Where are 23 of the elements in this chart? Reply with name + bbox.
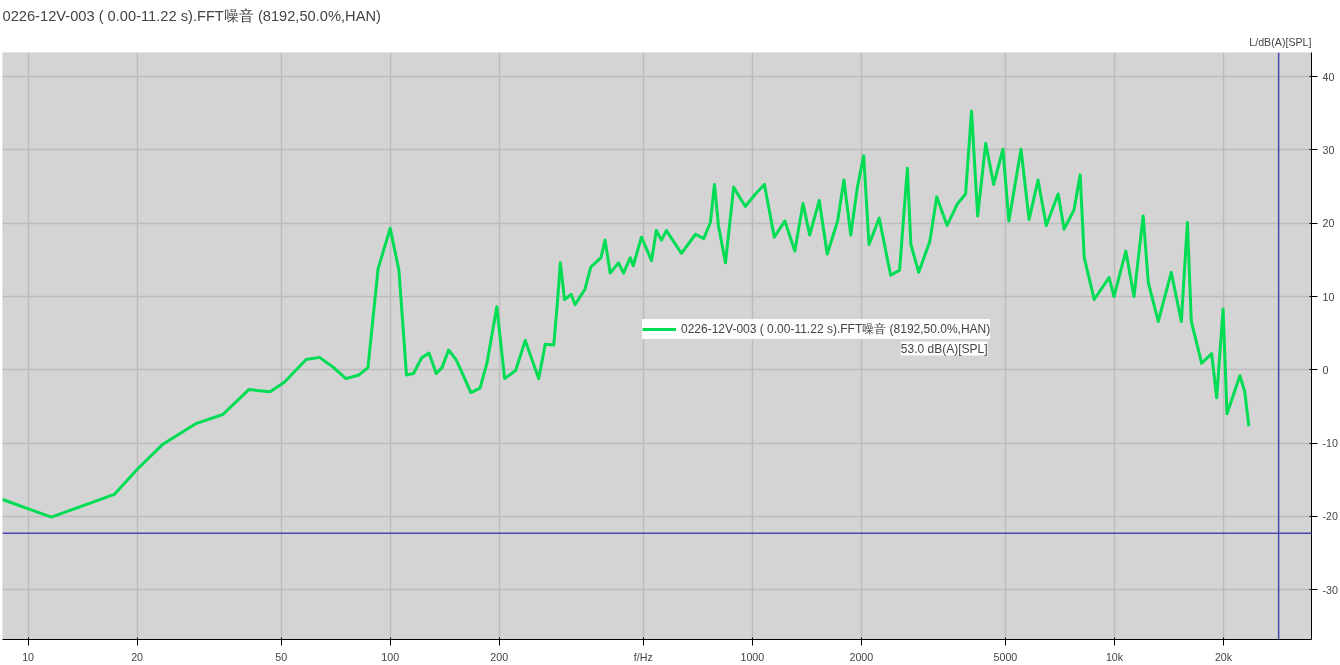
y-axis-title: L/dB(A)[SPL]	[1249, 35, 1312, 48]
y-tick-label: -10	[1322, 437, 1338, 450]
x-tick-label: 5000	[993, 650, 1018, 663]
annotation: 53.0 dB(A)[SPL]	[900, 341, 988, 356]
x-tick-label: 10	[22, 650, 35, 663]
x-tick-label: 1000	[740, 650, 765, 663]
x-tick-label: 200	[490, 650, 509, 663]
y-tick-label: 10	[1322, 290, 1335, 303]
x-tick-label: 100	[381, 650, 400, 663]
x-tick-label: 20k	[1214, 650, 1233, 663]
x-tick-label: 2000	[849, 650, 874, 663]
x-tick-label: 10k	[1105, 650, 1124, 663]
y-tick-label: 20	[1322, 217, 1335, 230]
x-tick-label: 20	[131, 650, 144, 663]
legend-label: 0226-12V-003 ( 0.00-11.22 s).FFT噪音 (8192,50.0%,HAN)	[681, 320, 991, 338]
y-tick-label: -20	[1322, 510, 1338, 523]
y-tick-label: 30	[1322, 143, 1335, 156]
y-tick-label: 40	[1322, 70, 1335, 83]
y-tick-label: -30	[1322, 583, 1338, 596]
x-axis-title: f/Hz	[633, 650, 653, 663]
x-tick-label: 50	[275, 650, 288, 663]
chart-title: 0226-12V-003 ( 0.00-11.22 s).FFT噪音 (8192,50.0%,HAN)	[2, 7, 381, 24]
y-tick-label: 0	[1322, 363, 1329, 376]
